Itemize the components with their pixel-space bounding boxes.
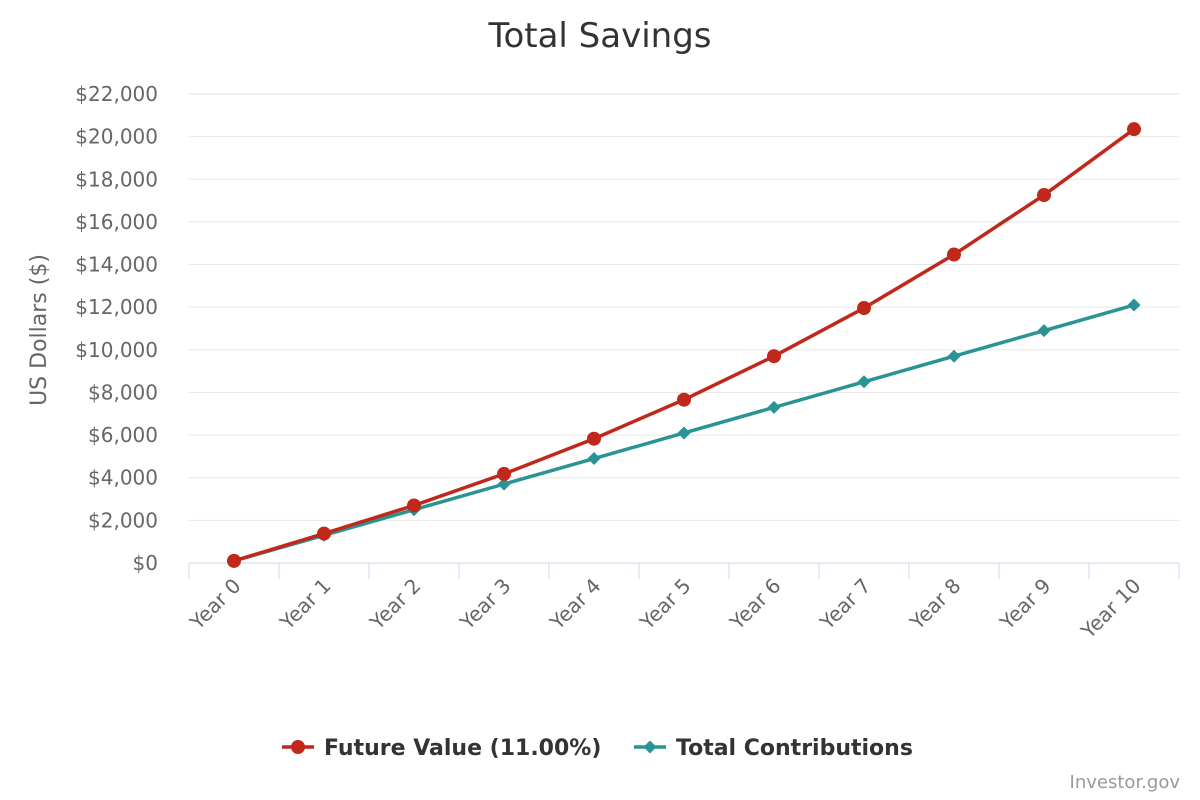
data-point[interactable] — [227, 553, 241, 568]
data-point[interactable] — [857, 375, 871, 389]
data-point[interactable] — [677, 392, 691, 407]
y-axis: $0 $2,000 $4,000 $6,000 $8,000 $10,000 $12,000… — [75, 82, 158, 575]
data-point[interactable] — [767, 349, 781, 364]
y-tick-label: $6,000 — [88, 423, 158, 447]
credit-label[interactable]: Investor.gov — [1070, 772, 1181, 793]
data-point[interactable] — [1037, 188, 1051, 203]
data-point[interactable] — [587, 452, 601, 466]
legend-label: Future Value (11.00%) — [324, 736, 601, 761]
y-tick-label: $22,000 — [75, 82, 158, 106]
series-1 — [227, 298, 1141, 568]
grid — [189, 93, 1179, 521]
legend-diamond-marker — [643, 740, 657, 754]
x-tick-label: Year 10 — [1075, 574, 1145, 644]
y-tick-label: $8,000 — [88, 380, 158, 404]
data-point[interactable] — [587, 431, 601, 446]
data-point[interactable] — [947, 349, 961, 363]
data-point[interactable] — [497, 477, 511, 491]
y-tick-label: $18,000 — [75, 167, 158, 191]
y-tick-label: $14,000 — [75, 253, 158, 277]
data-point[interactable] — [947, 247, 961, 262]
legend-item[interactable]: Future Value (11.00%) — [282, 736, 601, 761]
data-point[interactable] — [1127, 298, 1141, 312]
x-tick-label: Year 7 — [814, 574, 875, 635]
legend-label: Total Contributions — [676, 736, 913, 761]
data-point[interactable] — [317, 526, 331, 541]
x-tick-label: Year 1 — [274, 574, 335, 635]
x-tick-label: Year 4 — [544, 574, 605, 635]
chart-title: Total Savings — [487, 16, 711, 56]
y-axis-label: US Dollars ($) — [27, 254, 52, 406]
y-tick-label: $20,000 — [75, 125, 158, 149]
x-axis: Year 0 Year 1 Year 2 Year 3 Year 4 Year 5 Year… — [184, 562, 1180, 644]
y-tick-label: $16,000 — [75, 210, 158, 234]
legend-circle-marker — [291, 740, 305, 754]
data-point[interactable] — [407, 498, 421, 513]
y-tick-label: $4,000 — [88, 466, 158, 490]
legend-item[interactable]: Total Contributions — [634, 736, 913, 761]
legend[interactable]: Future Value (11.00%) Total Contributions — [282, 736, 913, 761]
data-point[interactable] — [767, 400, 781, 414]
x-tick-label: Year 6 — [724, 574, 785, 635]
y-tick-label: $2,000 — [88, 508, 158, 532]
x-tick-label: Year 9 — [994, 574, 1055, 635]
x-tick-label: Year 8 — [904, 574, 965, 635]
y-tick-label: $12,000 — [75, 295, 158, 319]
series — [227, 122, 1141, 568]
data-point[interactable] — [1037, 324, 1051, 338]
y-tick-label: $0 — [133, 551, 158, 575]
x-tick-label: Year 3 — [454, 574, 515, 635]
x-tick-label: Year 2 — [364, 574, 425, 635]
x-tick-label: Year 0 — [184, 574, 245, 635]
data-point[interactable] — [857, 301, 871, 316]
data-point[interactable] — [497, 466, 511, 481]
y-tick-label: $10,000 — [75, 338, 158, 362]
series-0 — [227, 122, 1141, 568]
data-point[interactable] — [1127, 122, 1141, 137]
x-tick-label: Year 5 — [634, 574, 695, 635]
data-point[interactable] — [677, 426, 691, 440]
